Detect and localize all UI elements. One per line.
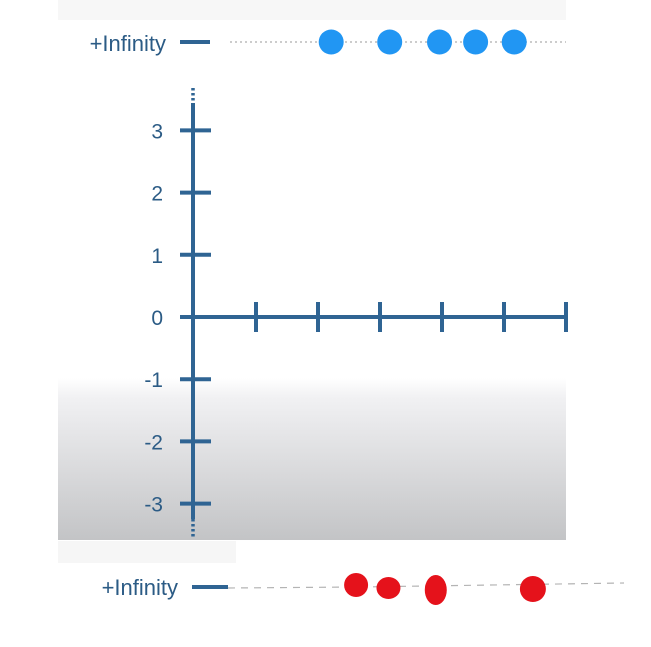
bottom-infinity-row: +Infinity	[102, 573, 625, 605]
top-shade-band	[58, 0, 566, 20]
lower-shaded-panel	[58, 378, 566, 540]
top-data-point	[377, 29, 403, 55]
bottom-data-point	[376, 577, 401, 599]
top-infinity-label: +Infinity	[90, 31, 166, 56]
y-tick-label: 3	[151, 120, 163, 143]
bottom-data-point	[424, 575, 447, 605]
bottom-infinity-label: +Infinity	[102, 575, 178, 600]
top-data-point	[463, 29, 489, 55]
top-data-point	[427, 29, 453, 55]
bottom-guide-line-left	[227, 586, 361, 589]
bottom-data-point	[519, 576, 546, 602]
y-tick-label: 0	[151, 307, 163, 330]
bottom-guide-line-right	[359, 582, 625, 588]
top-data-point	[501, 29, 527, 55]
y-tick-label: -2	[144, 431, 163, 454]
top-data-point	[318, 29, 344, 55]
top-dots-group	[318, 29, 527, 55]
y-tick-label: -1	[144, 369, 163, 392]
bottom-dots-group	[344, 573, 546, 605]
y-tick-label: -3	[144, 494, 163, 517]
axes: 3 2 1 0 -1 -2 -3	[144, 88, 568, 538]
bottom-data-point	[344, 573, 369, 597]
y-tick-label: 1	[151, 245, 163, 268]
y-tick-label: 2	[151, 183, 163, 206]
y-ticks-group: 3 2 1 0 -1 -2 -3	[144, 120, 211, 517]
bottom-shade-band	[58, 541, 236, 563]
top-infinity-row: +Infinity	[90, 29, 566, 56]
